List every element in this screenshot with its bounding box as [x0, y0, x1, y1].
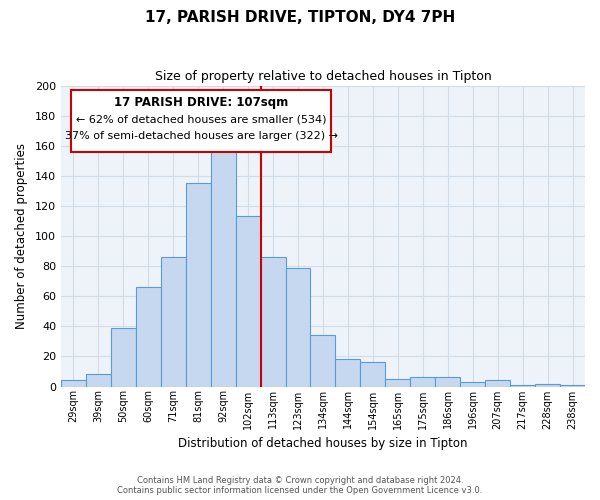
Bar [460, 382, 485, 386]
Y-axis label: Number of detached properties: Number of detached properties [15, 143, 28, 329]
Bar [236, 216, 260, 386]
Bar [161, 257, 186, 386]
X-axis label: Distribution of detached houses by size in Tipton: Distribution of detached houses by size … [178, 437, 468, 450]
Text: ← 62% of detached houses are smaller (534): ← 62% of detached houses are smaller (53… [76, 114, 326, 124]
Bar [111, 328, 136, 386]
Bar [335, 360, 361, 386]
Bar [286, 268, 310, 386]
Bar [361, 362, 385, 386]
Bar [136, 287, 161, 386]
Bar [260, 257, 286, 386]
Bar [510, 385, 535, 386]
Text: Contains HM Land Registry data © Crown copyright and database right 2024.
Contai: Contains HM Land Registry data © Crown c… [118, 476, 482, 495]
Text: 17, PARISH DRIVE, TIPTON, DY4 7PH: 17, PARISH DRIVE, TIPTON, DY4 7PH [145, 10, 455, 25]
Bar [485, 380, 510, 386]
FancyBboxPatch shape [71, 90, 331, 152]
Bar [86, 374, 111, 386]
Bar [61, 380, 86, 386]
Title: Size of property relative to detached houses in Tipton: Size of property relative to detached ho… [155, 70, 491, 83]
Bar [211, 146, 236, 386]
Bar [385, 379, 410, 386]
Text: 37% of semi-detached houses are larger (322) →: 37% of semi-detached houses are larger (… [65, 130, 338, 140]
Bar [560, 385, 585, 386]
Text: 17 PARISH DRIVE: 107sqm: 17 PARISH DRIVE: 107sqm [114, 96, 288, 109]
Bar [310, 336, 335, 386]
Bar [410, 378, 435, 386]
Bar [186, 184, 211, 386]
Bar [435, 378, 460, 386]
Bar [535, 384, 560, 386]
